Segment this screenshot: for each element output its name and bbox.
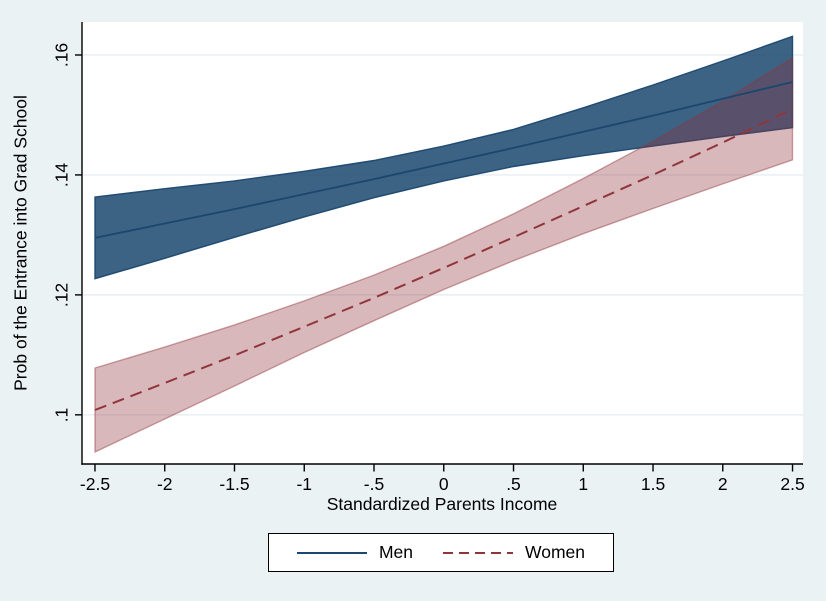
x-axis-title: Standardized Parents Income — [326, 494, 558, 514]
legend-label: Women — [525, 542, 586, 562]
x-tick-label: -1 — [296, 474, 313, 494]
x-tick-label: 2.5 — [780, 474, 805, 494]
legend-item-women: Women — [443, 542, 585, 563]
y-axis-title: Prob of the Entrance into Grad School — [10, 95, 31, 391]
y-tick-label: .12 — [51, 282, 72, 308]
legend-women-line-sample-icon — [443, 551, 514, 554]
y-tick-label: .1 — [51, 407, 72, 423]
x-tick-label: 1.5 — [640, 474, 666, 494]
y-tick-label: .16 — [51, 42, 72, 68]
men-line — [94, 81, 793, 239]
legend-box: Men Women — [268, 533, 614, 572]
legend-item-men: Men — [296, 542, 414, 563]
legend-label: Men — [378, 542, 414, 562]
x-tick-label: -2 — [156, 474, 173, 494]
x-tick-label: -2.5 — [79, 474, 111, 494]
legend-men-line-sample-icon — [296, 551, 367, 554]
x-tick-label: .5 — [506, 474, 521, 494]
x-tick-label: 1 — [578, 474, 589, 494]
y-tick-label: .14 — [51, 162, 72, 188]
women-line — [94, 108, 793, 411]
women-ci-band — [94, 56, 794, 454]
x-tick-label: 0 — [438, 474, 449, 494]
x-tick-label: -.5 — [363, 474, 385, 494]
x-tick-label: 2 — [717, 474, 728, 494]
x-tick-label: -1.5 — [219, 474, 250, 494]
men-ci-band — [94, 35, 794, 280]
